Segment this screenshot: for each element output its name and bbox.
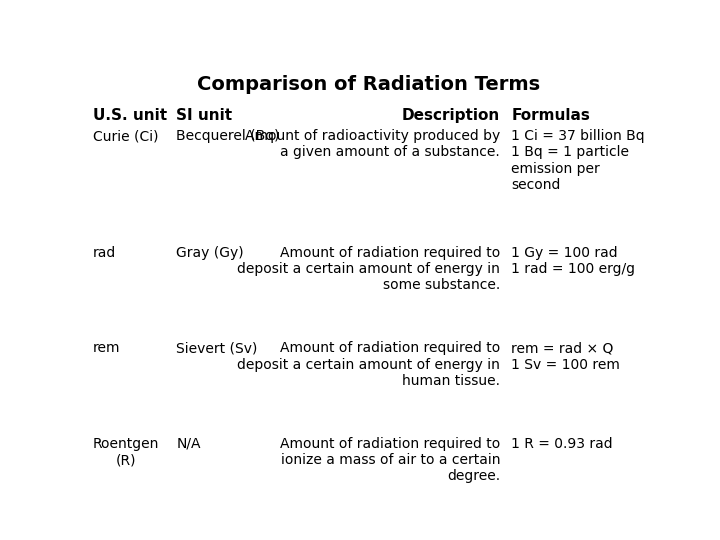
Text: Sievert (Sv): Sievert (Sv): [176, 341, 258, 355]
Text: Amount of radiation required to
deposit a certain amount of energy in
some subst: Amount of radiation required to deposit …: [238, 246, 500, 292]
Text: rem = rad × Q
1 Sv = 100 rem: rem = rad × Q 1 Sv = 100 rem: [511, 341, 620, 372]
Text: Amount of radioactivity produced by
a given amount of a substance.: Amount of radioactivity produced by a gi…: [245, 129, 500, 159]
Text: Amount of radiation required to
deposit a certain amount of energy in
human tiss: Amount of radiation required to deposit …: [238, 341, 500, 388]
Text: Comparison of Radiation Terms: Comparison of Radiation Terms: [197, 75, 541, 94]
Text: Curie (Ci): Curie (Ci): [93, 129, 158, 143]
Text: U.S. unit: U.S. unit: [93, 109, 167, 124]
Text: N/A: N/A: [176, 437, 201, 451]
Text: SI unit: SI unit: [176, 109, 233, 124]
Text: 1 Ci = 37 billion Bq
1 Bq = 1 particle
emission per
second: 1 Ci = 37 billion Bq 1 Bq = 1 particle e…: [511, 129, 645, 192]
Text: Roentgen
(R): Roentgen (R): [93, 437, 159, 467]
Text: Description: Description: [402, 109, 500, 124]
Text: Becquerel (Bq): Becquerel (Bq): [176, 129, 280, 143]
Text: Gray (Gy): Gray (Gy): [176, 246, 244, 260]
Text: Amount of radiation required to
ionize a mass of air to a certain
degree.: Amount of radiation required to ionize a…: [280, 437, 500, 483]
Text: 1 R = 0.93 rad: 1 R = 0.93 rad: [511, 437, 613, 451]
Text: 1 Gy = 100 rad
1 rad = 100 erg/g: 1 Gy = 100 rad 1 rad = 100 erg/g: [511, 246, 635, 276]
Text: Formulas: Formulas: [511, 109, 590, 124]
Text: rem: rem: [93, 341, 120, 355]
Text: rad: rad: [93, 246, 116, 260]
